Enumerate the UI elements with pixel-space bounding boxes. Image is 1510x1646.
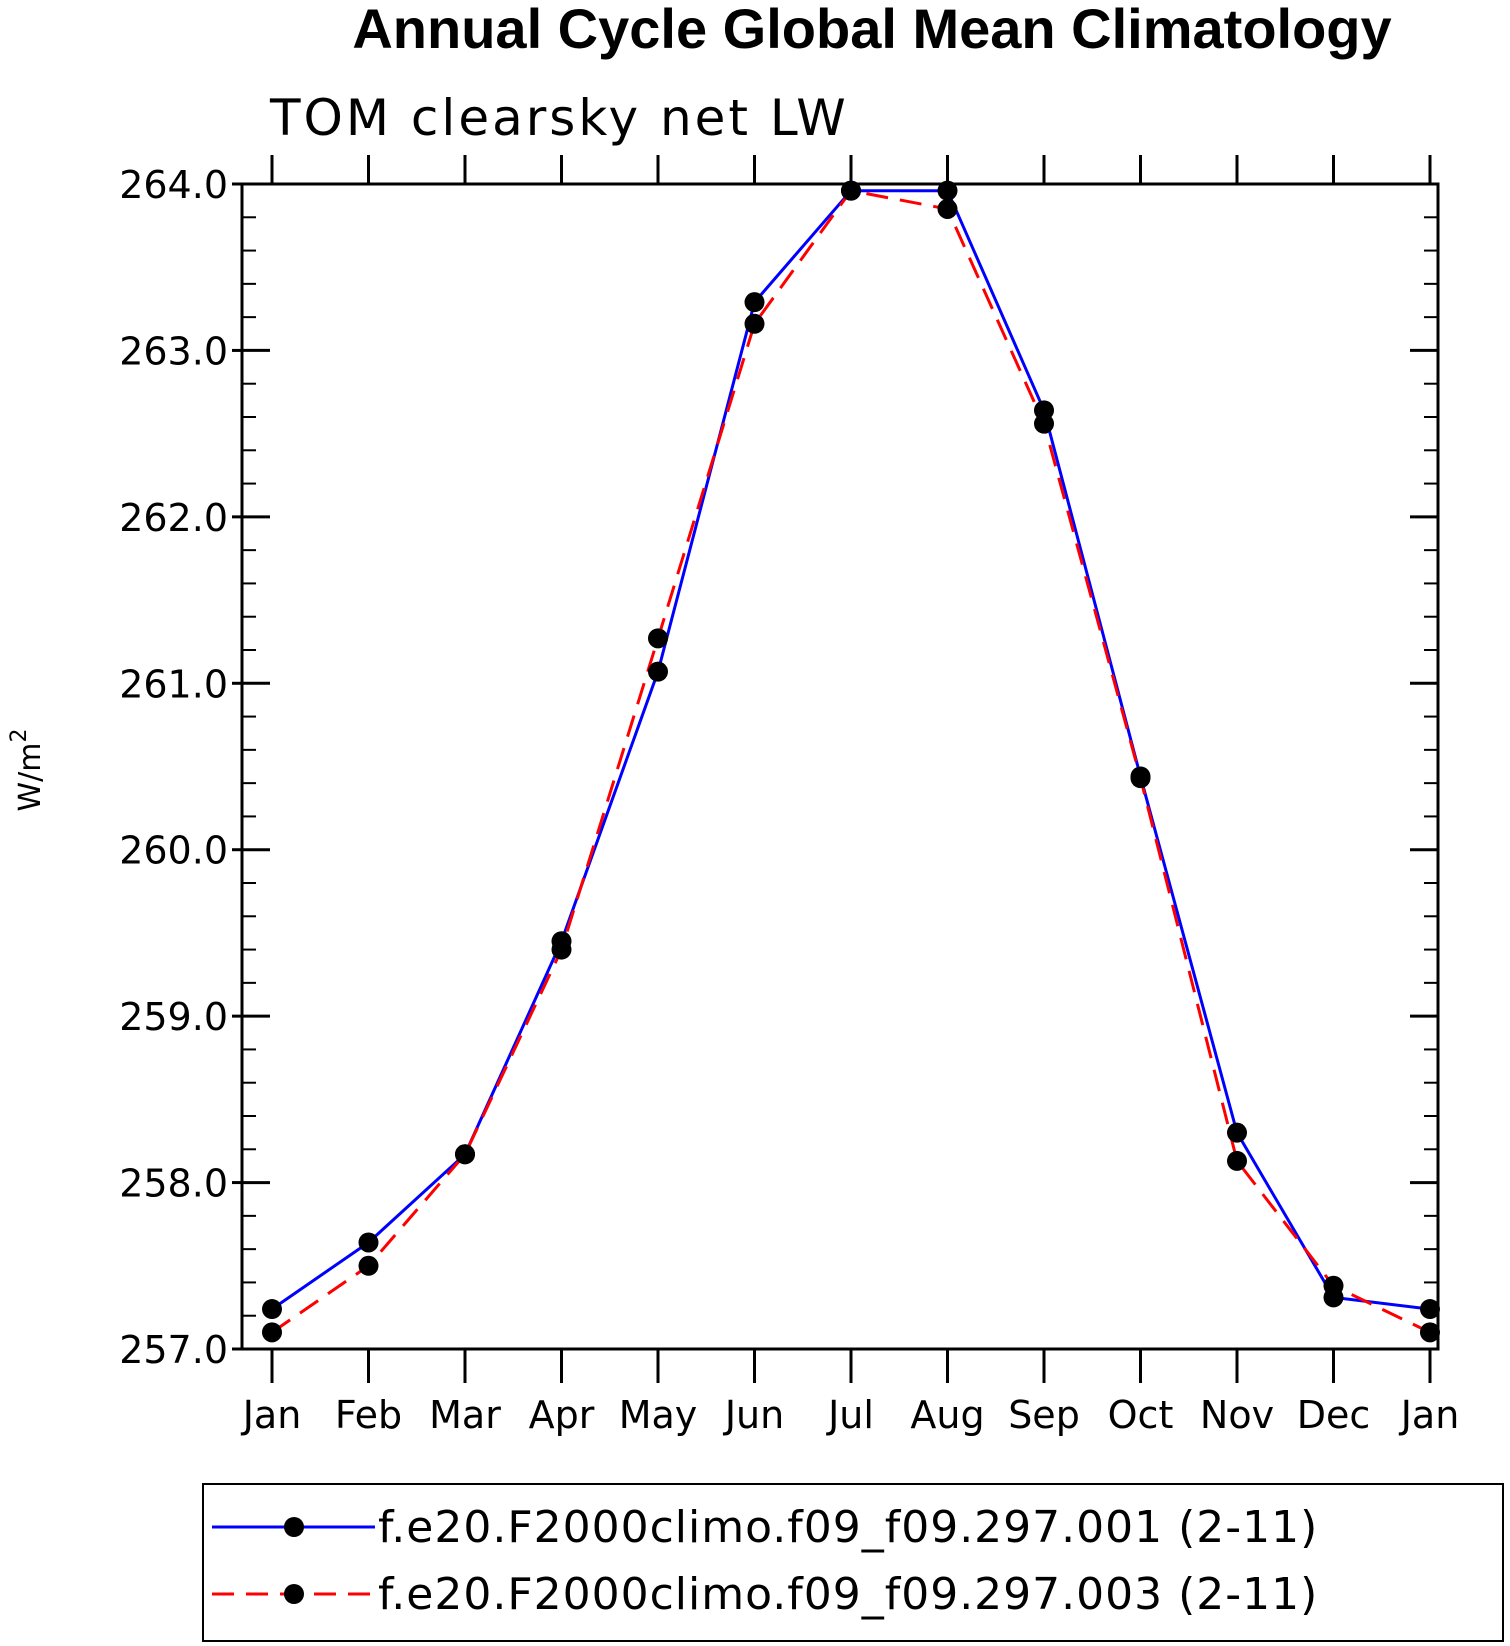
x-tick-label: Jun <box>723 1393 784 1437</box>
x-tick-labels: Jan Feb Mar Apr May Jun Jul Aug Sep Oct Nov Dec Jan <box>241 1393 1460 1437</box>
x-tick-label: Oct <box>1108 1393 1174 1437</box>
chart-subtitle: TOM clearsky net LW <box>269 89 849 147</box>
legend-box <box>202 1483 1504 1642</box>
legend-marker-series-2 <box>284 1584 304 1604</box>
series-1-line <box>271 189 1431 1311</box>
y-tick-label: 263.0 <box>119 329 228 373</box>
series-2-point <box>744 313 765 334</box>
series-2-line <box>271 189 1431 1334</box>
series-layer <box>262 180 1440 1343</box>
x-tick-label: Jan <box>241 1393 302 1437</box>
y-tick-label: 259.0 <box>119 995 228 1039</box>
x-tick-label: Mar <box>429 1393 501 1437</box>
y-tick-label: 257.0 <box>119 1328 228 1372</box>
series-1-point <box>648 661 668 682</box>
y-tick-label: 262.0 <box>119 496 228 540</box>
series-2-point <box>937 198 958 219</box>
y-tick-label: 258.0 <box>119 1162 228 1206</box>
series-2-point <box>1130 768 1151 789</box>
series-1-point <box>744 292 765 313</box>
series-2-point <box>551 939 572 960</box>
y-tick-label: 261.0 <box>119 662 228 706</box>
y-axis-label: W/m2 <box>7 729 48 812</box>
series-2-point <box>1420 1322 1440 1343</box>
series-2-point <box>1034 413 1054 434</box>
x-tick-label: Sep <box>1008 1393 1080 1437</box>
series-1-point <box>1227 1122 1247 1143</box>
series-1-point <box>358 1232 379 1253</box>
series-1-point <box>937 180 958 201</box>
x-tick-label: May <box>619 1393 698 1437</box>
series-1-point <box>262 1299 282 1320</box>
series-2-point <box>1323 1275 1344 1296</box>
x-tick-label: Jan <box>1399 1393 1460 1437</box>
legend: f.e20.F2000climo.f09_f09.297.001 (2-11) … <box>202 1483 1504 1642</box>
x-tick-label: Aug <box>910 1393 984 1437</box>
legend-label-series-2: f.e20.F2000climo.f09_f09.297.003 (2-11) <box>378 1569 1318 1620</box>
series-2-point <box>262 1322 282 1343</box>
chart-title: Annual Cycle Global Mean Climatology <box>352 0 1391 60</box>
legend-marker-series-1 <box>284 1517 304 1537</box>
x-tick-label: Jul <box>826 1393 874 1437</box>
x-tick-label: Dec <box>1297 1393 1371 1437</box>
series-2-point <box>358 1255 379 1276</box>
x-tick-label: Apr <box>529 1393 595 1437</box>
y-axis-label-superscript: 2 <box>7 729 32 743</box>
plot-frame <box>240 182 1440 1351</box>
series-2-point <box>841 180 861 201</box>
x-tick-label: Feb <box>335 1393 402 1437</box>
y-tick-label: 260.0 <box>119 829 228 873</box>
axis-ticks <box>232 155 1438 1383</box>
series-2-point <box>455 1144 475 1165</box>
legend-label-series-1: f.e20.F2000climo.f09_f09.297.001 (2-11) <box>378 1502 1318 1553</box>
series-1-point <box>1420 1299 1440 1320</box>
series-2-point <box>648 628 668 649</box>
y-axis-label-unit: W/m <box>13 743 48 812</box>
series-2-point <box>1227 1150 1247 1171</box>
y-tick-label: 264.0 <box>119 163 228 207</box>
y-tick-labels: 257.0 258.0 259.0 260.0 261.0 262.0 263.0 264.0 <box>119 163 228 1372</box>
x-tick-label: Nov <box>1200 1393 1274 1437</box>
